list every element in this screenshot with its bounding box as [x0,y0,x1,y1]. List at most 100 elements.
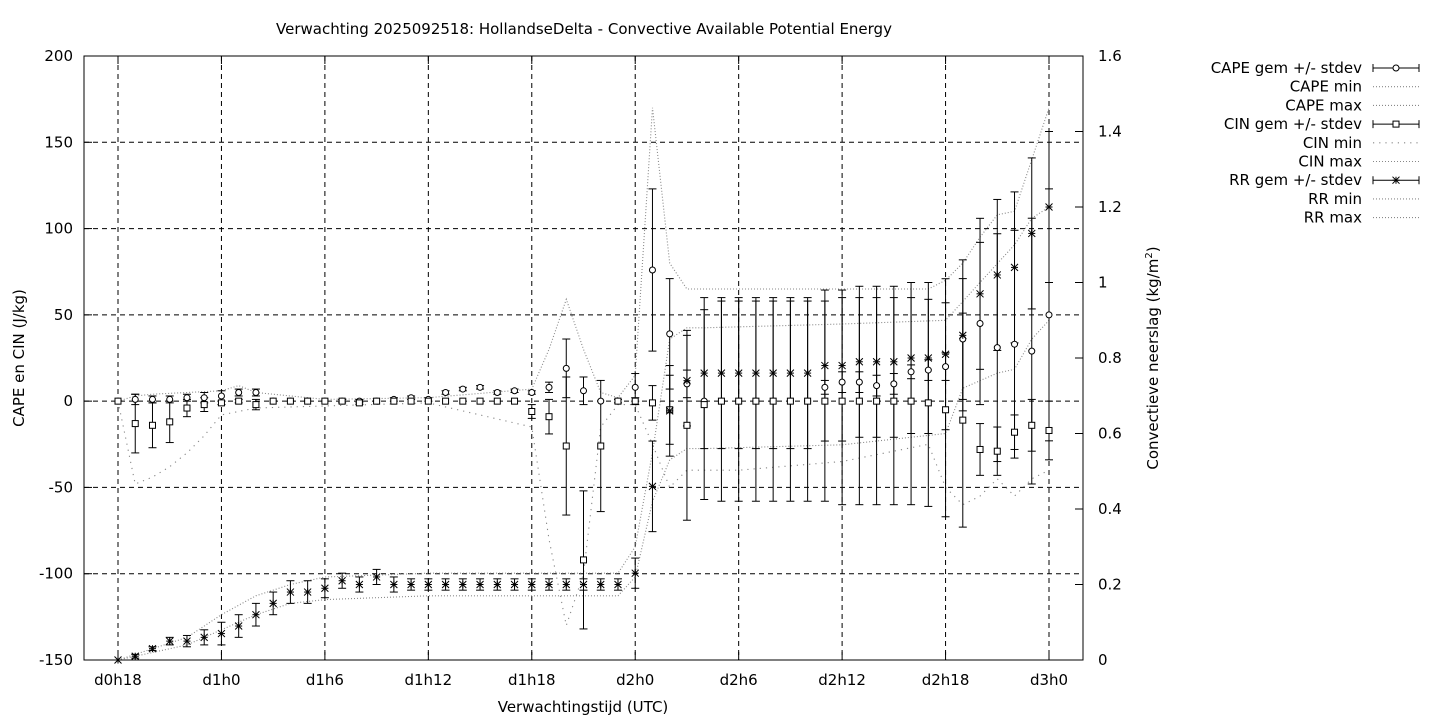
cin-point-7 [235,397,243,405]
rr-point-53-stroke-3 [1027,229,1036,238]
x-tick-label-4: d1h18 [508,671,556,689]
rr-point-13-stroke-3 [338,576,346,585]
rr-point-18-stroke-3 [424,580,433,589]
rr-point-17 [407,580,415,589]
rr-point-10-stroke-3 [286,588,295,596]
cape-point-30 [631,383,639,391]
rr-point-6 [217,629,226,638]
rr-point-28-stroke-3 [596,580,605,589]
cape-point-2 [148,395,156,403]
rr-point-43 [855,357,864,366]
cin-point-46 [907,397,915,405]
rr-point-24 [527,580,536,589]
cape-point-6 [217,392,225,400]
rr-point-50 [976,289,984,298]
cin-point-22 [493,397,501,405]
cape_max-line [117,107,1050,402]
y2-axis-label-close: ) [1144,246,1162,252]
rr-point-18 [424,580,433,589]
legend-marker-3 [1392,120,1400,128]
cin-point-30 [631,397,639,405]
cape-point-51 [993,344,1001,352]
rr-point-1 [131,652,140,661]
legend-label-4: CIN min [1303,134,1362,152]
cape-point-22 [493,389,501,397]
y-tick-label-6: 150 [44,133,73,151]
cape-point-3 [166,395,174,403]
rr-point-41 [821,361,829,370]
cin-point-12 [321,397,329,405]
x-tick-label-7: d2h12 [818,671,866,689]
rr-point-50-stroke-3 [976,289,984,298]
rr-point-12-stroke-3 [321,584,329,593]
rr-point-42-stroke-3 [838,361,846,370]
cape-point-28 [597,397,605,405]
rr-point-35-stroke-3 [717,369,726,377]
y-tick-label-2: -50 [49,478,74,496]
rr-point-28 [596,580,605,589]
cin-point-36 [735,397,743,405]
cape-point-24 [528,389,536,397]
rr-point-52-stroke-3 [1010,263,1019,272]
rr-point-40 [803,369,812,377]
y2-tick-label-1: 0.2 [1098,576,1122,594]
cin-point-34 [700,401,708,409]
cin-point-17 [407,397,415,405]
cin-point-42 [838,397,846,405]
cape-point-44 [873,382,881,390]
legend-label-6: RR gem +/- stdev [1229,171,1362,189]
cape-point-32 [666,330,674,338]
cin-point-16 [390,397,398,405]
cin-point-15 [373,397,381,405]
cape-point-8 [252,389,260,397]
rr-point-51-stroke-3 [993,271,1002,279]
cin-point-40 [804,397,812,405]
rr-point-43-stroke-3 [855,357,864,366]
rr-point-3 [165,637,174,645]
rr-point-39-stroke-3 [786,369,795,377]
cape-point-54 [1045,311,1053,319]
cape-point-7 [235,389,243,397]
rr-point-34-stroke-3 [700,369,709,377]
cin-point-3 [166,418,174,426]
legend-marker-0 [1392,64,1400,72]
cin-point-38 [769,397,777,405]
cin-point-23 [511,397,519,405]
y-axis-label: CAPE en CIN (J/kg) [10,289,28,427]
cape-point-19 [442,389,450,397]
legend-marker-6-stroke-3 [1392,176,1400,185]
cape-point-45 [890,380,898,388]
rr-point-15 [372,573,381,581]
rr-point-16-stroke-3 [389,580,398,589]
rr-point-27 [579,580,588,589]
y2-tick-label-3: 0.6 [1098,425,1122,443]
legend-label-5: CIN max [1298,153,1362,171]
cin-point-21 [476,397,484,405]
cin-point-1 [131,420,139,428]
rr-point-45 [889,357,898,366]
x-tick-label-8: d2h18 [922,671,970,689]
legend-label-2: CAPE max [1285,96,1362,114]
cin-point-41 [821,397,829,405]
cin-point-35 [717,397,725,405]
cape-point-42 [838,378,846,386]
cape-point-27 [580,387,587,395]
rr-point-25-stroke-3 [545,580,553,589]
cin-point-29 [614,397,622,405]
rr-point-25 [545,580,553,589]
cin-point-11 [304,397,312,405]
cin-point-8 [252,401,260,409]
legend-symbol-3 [1372,120,1420,129]
rr-point-21-stroke-3 [476,580,484,589]
chart-title: Verwachting 2025092518: HollandseDelta -… [276,20,892,38]
rr-point-30 [631,569,640,578]
rr-point-49 [958,331,967,340]
x-tick-label-9: d3h0 [1030,671,1068,689]
rr-point-36-stroke-3 [734,369,743,377]
cin-point-4 [183,404,191,412]
cape-point-26 [562,364,570,372]
rr-point-31 [648,482,657,491]
rr-point-33 [683,376,691,385]
